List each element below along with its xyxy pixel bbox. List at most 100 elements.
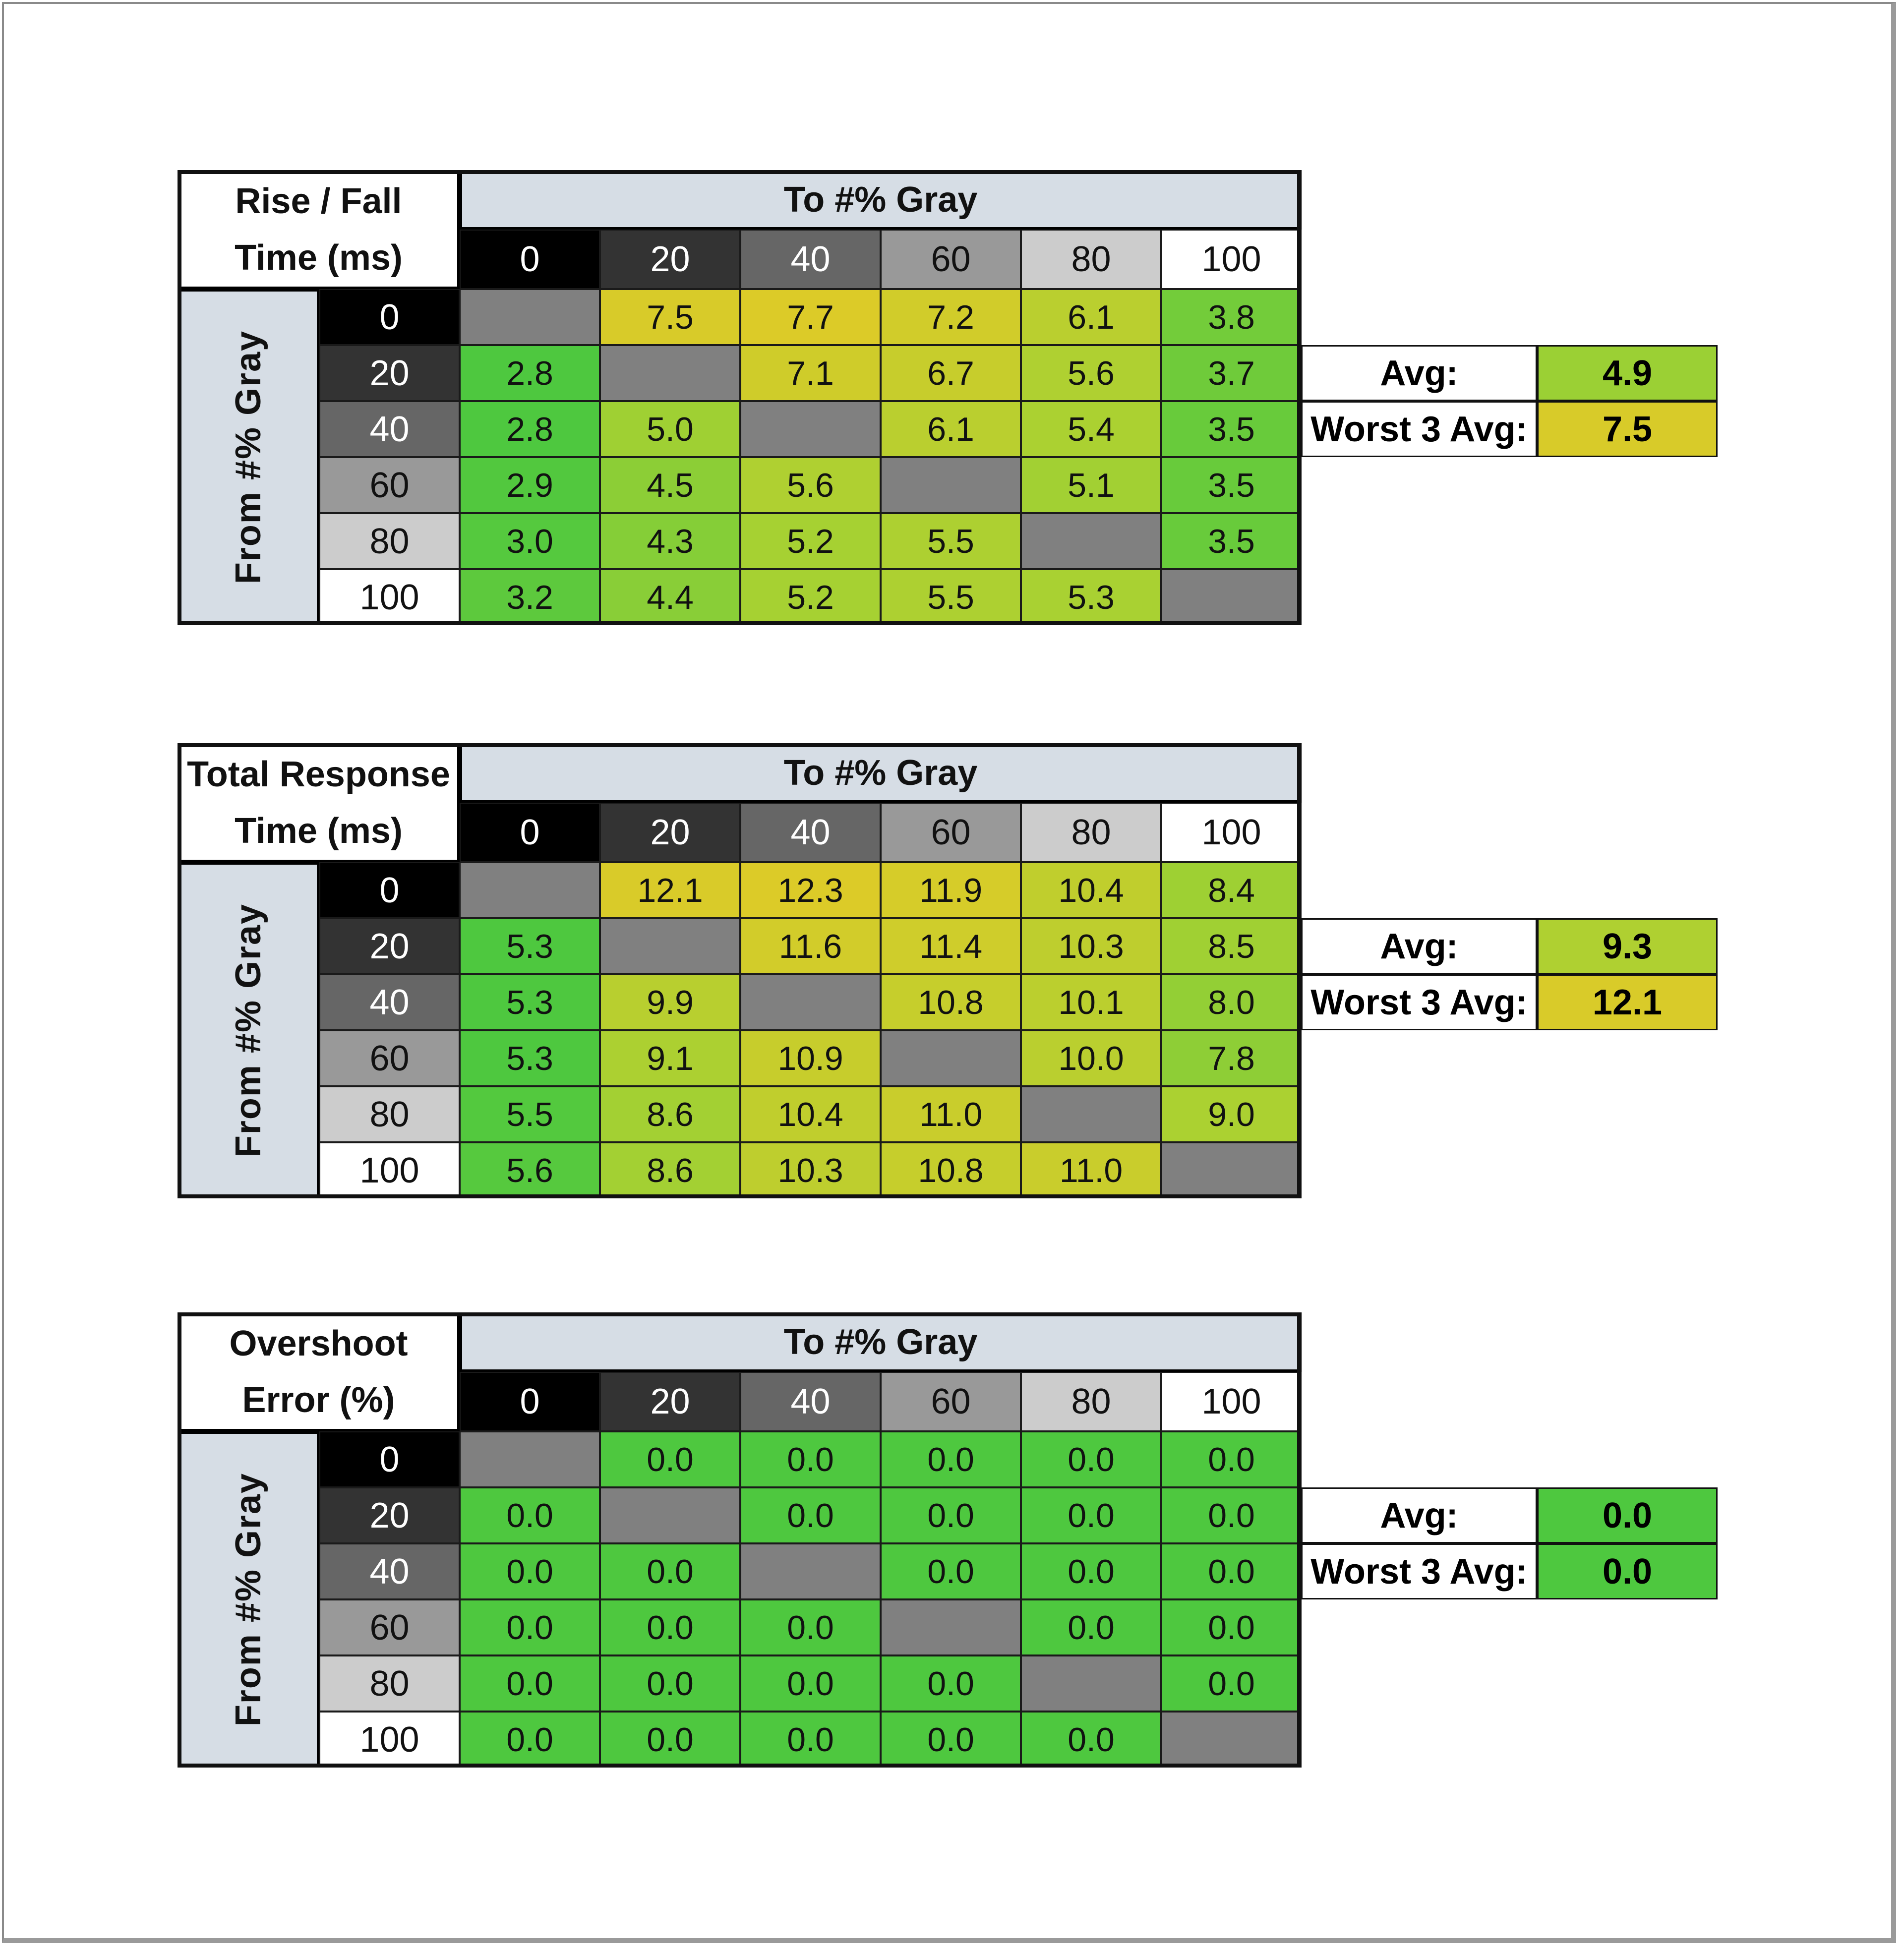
value-cell: 3.0 (460, 513, 600, 569)
row-gray-0: 0 (319, 1431, 460, 1487)
row-gray-60: 60 (319, 1599, 460, 1655)
value-cell: 8.5 (1161, 918, 1302, 974)
row-header-text: From #% Gray (229, 903, 268, 1158)
value-cell: 6.1 (1021, 289, 1161, 345)
column-gray-60: 60 (881, 803, 1021, 862)
value-cell: 7.1 (740, 345, 881, 401)
column-gray-40: 40 (740, 1372, 881, 1431)
column-gray-20: 20 (600, 803, 740, 862)
value-cell: 0.0 (740, 1431, 881, 1487)
column-gray-0: 0 (460, 230, 600, 289)
value-cell: 7.5 (600, 289, 740, 345)
worst3-avg-label: Worst 3 Avg: (1301, 401, 1537, 457)
value-cell: 12.1 (600, 862, 740, 918)
value-cell: 10.4 (740, 1086, 881, 1142)
worst3-avg-value: 7.5 (1537, 401, 1718, 457)
column-gray-40: 40 (740, 803, 881, 862)
table-2: Overshoot Error (%) To #% Gray 0 0 20 20 40 40 60… (178, 1312, 1718, 1771)
value-cell: 10.4 (1021, 862, 1161, 918)
value-cell: 2.9 (460, 457, 600, 513)
value-cell: 0.0 (881, 1712, 1021, 1768)
column-gray-100: 100 (1161, 230, 1302, 289)
column-gray-100: 100 (1161, 803, 1302, 862)
title-line-2: Time (ms) (235, 238, 403, 278)
diagonal-cell (600, 1487, 740, 1543)
row-gray-80: 80 (319, 1086, 460, 1142)
value-cell: 5.3 (460, 1030, 600, 1086)
value-cell: 12.3 (740, 862, 881, 918)
column-gray-60: 60 (881, 1372, 1021, 1431)
worst3-avg-label: Worst 3 Avg: (1301, 974, 1537, 1030)
row-gray-100: 100 (319, 1142, 460, 1198)
value-cell: 0.0 (600, 1712, 740, 1768)
diagonal-cell (600, 345, 740, 401)
value-cell: 6.1 (881, 401, 1021, 457)
row-gray-60: 60 (319, 457, 460, 513)
avg-value: 4.9 (1537, 345, 1718, 401)
title-line-1: Overshoot (229, 1324, 408, 1363)
value-cell: 5.5 (460, 1086, 600, 1142)
worst3-avg-label: Worst 3 Avg: (1301, 1543, 1537, 1599)
column-gray-0: 0 (460, 803, 600, 862)
value-cell: 0.0 (1161, 1487, 1302, 1543)
value-cell: 10.3 (740, 1142, 881, 1198)
value-cell: 5.3 (460, 918, 600, 974)
value-cell: 10.0 (1021, 1030, 1161, 1086)
row-gray-20: 20 (319, 345, 460, 401)
value-cell: 9.0 (1161, 1086, 1302, 1142)
column-gray-60: 60 (881, 230, 1021, 289)
value-cell: 5.5 (881, 569, 1021, 625)
row-gray-40: 40 (319, 401, 460, 457)
value-cell: 8.0 (1161, 974, 1302, 1030)
value-cell: 11.6 (740, 918, 881, 974)
diagonal-cell (1161, 569, 1302, 625)
value-cell: 3.8 (1161, 289, 1302, 345)
row-gray-80: 80 (319, 1655, 460, 1712)
value-cell: 5.5 (881, 513, 1021, 569)
title-line-1: Total Response (187, 755, 450, 794)
value-cell: 0.0 (881, 1655, 1021, 1712)
column-header: To #% Gray (460, 170, 1302, 230)
diagonal-cell (460, 289, 600, 345)
table-title: Total Response Time (ms) (178, 743, 460, 862)
value-cell: 0.0 (600, 1655, 740, 1712)
diagonal-cell (1021, 513, 1161, 569)
value-cell: 0.0 (600, 1599, 740, 1655)
diagonal-cell (460, 862, 600, 918)
value-cell: 0.0 (460, 1712, 600, 1768)
diagonal-cell (1021, 1086, 1161, 1142)
value-cell: 0.0 (881, 1543, 1021, 1599)
value-cell: 0.0 (1161, 1543, 1302, 1599)
value-cell: 4.4 (600, 569, 740, 625)
value-cell: 5.6 (1021, 345, 1161, 401)
value-cell: 0.0 (740, 1487, 881, 1543)
avg-value: 0.0 (1537, 1487, 1718, 1543)
value-cell: 10.3 (1021, 918, 1161, 974)
value-cell: 7.8 (1161, 1030, 1302, 1086)
row-gray-100: 100 (319, 569, 460, 625)
diagonal-cell (881, 1030, 1021, 1086)
value-cell: 10.8 (881, 974, 1021, 1030)
row-gray-100: 100 (319, 1712, 460, 1768)
column-gray-20: 20 (600, 230, 740, 289)
row-gray-0: 0 (319, 289, 460, 345)
value-cell: 0.0 (740, 1712, 881, 1768)
value-cell: 0.0 (460, 1599, 600, 1655)
value-cell: 2.8 (460, 401, 600, 457)
row-header-text: From #% Gray (229, 1472, 268, 1727)
value-cell: 8.6 (600, 1142, 740, 1198)
value-cell: 0.0 (881, 1487, 1021, 1543)
value-cell: 5.3 (460, 974, 600, 1030)
value-cell: 0.0 (600, 1431, 740, 1487)
value-cell: 11.0 (1021, 1142, 1161, 1198)
row-gray-20: 20 (319, 918, 460, 974)
value-cell: 0.0 (460, 1543, 600, 1599)
column-gray-20: 20 (600, 1372, 740, 1431)
diagonal-cell (1021, 1655, 1161, 1712)
table-title: Overshoot Error (%) (178, 1312, 460, 1431)
value-cell: 10.8 (881, 1142, 1021, 1198)
value-cell: 0.0 (1161, 1655, 1302, 1712)
column-gray-0: 0 (460, 1372, 600, 1431)
value-cell: 0.0 (460, 1655, 600, 1712)
